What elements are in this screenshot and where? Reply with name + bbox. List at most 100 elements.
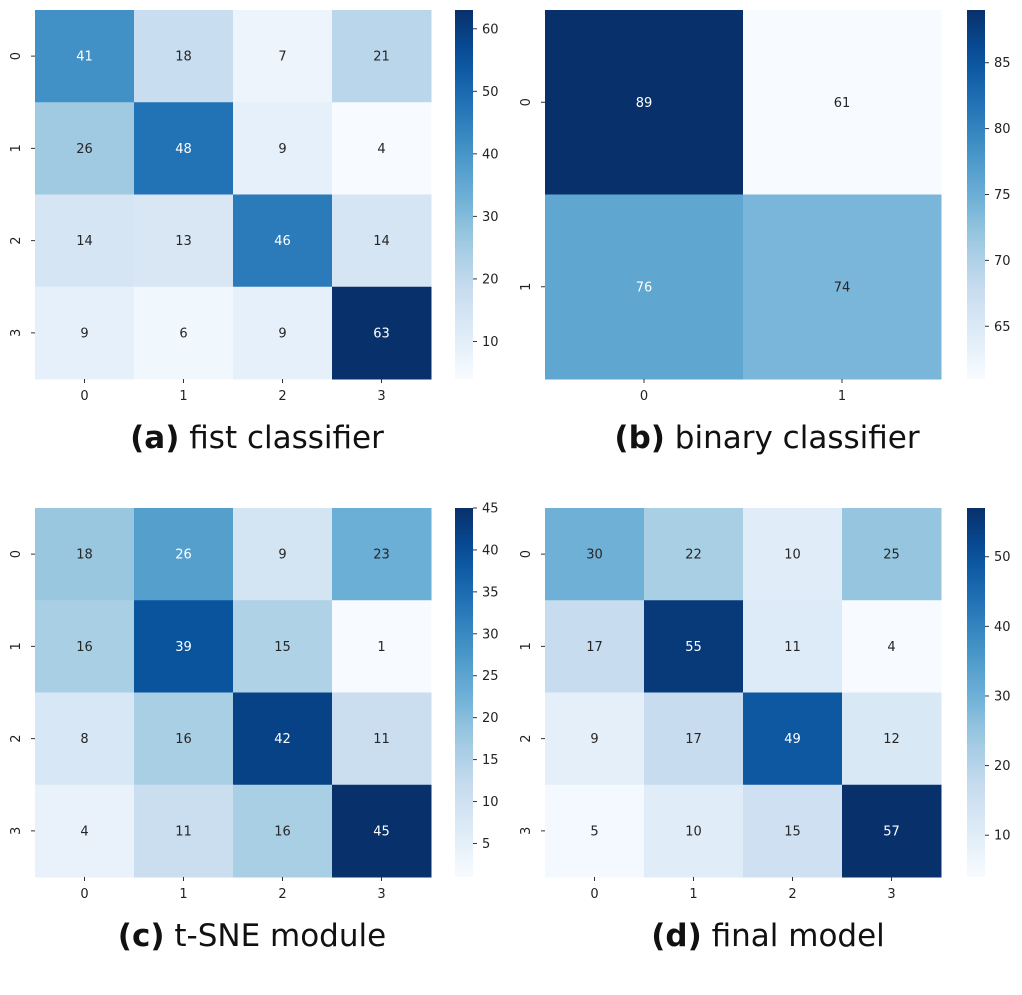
- cell-value-label: 16: [274, 824, 291, 839]
- heatmap-cell: [134, 194, 234, 288]
- cell-value-label: 16: [76, 640, 93, 655]
- colorbar-tick-label: 40: [482, 147, 499, 162]
- heatmap-cell: [35, 10, 135, 103]
- caption-text: final model: [702, 918, 885, 954]
- colorbar-tick-label: 30: [994, 689, 1011, 704]
- cell-value-label: 61: [834, 96, 851, 111]
- cell-value-label: 21: [373, 50, 390, 65]
- caption-text: t-SNE module: [165, 918, 387, 954]
- cell-value-label: 49: [784, 732, 801, 747]
- x-tick-label: 0: [590, 887, 598, 902]
- heatmap-cell: [332, 194, 432, 288]
- caption-letter: (b): [614, 420, 665, 456]
- heatmap-cell: [134, 784, 234, 878]
- cell-value-label: 15: [784, 824, 801, 839]
- heatmap-cell: [134, 102, 234, 195]
- colorbar-tick-label: 10: [482, 335, 499, 350]
- heatmap-cell: [545, 784, 645, 878]
- heatmap-cell: [233, 194, 333, 288]
- cell-value-label: 30: [586, 548, 603, 563]
- x-tick-label: 0: [80, 887, 88, 902]
- cell-value-label: 11: [784, 640, 801, 655]
- heatmap-cell: [842, 508, 942, 601]
- y-tick-label: 2: [9, 236, 24, 244]
- y-tick-label: 3: [519, 827, 534, 835]
- colorbar-tick-label: 30: [482, 210, 499, 225]
- heatmap-cell: [233, 286, 333, 380]
- colorbar-tick-label: 10: [994, 829, 1011, 844]
- heatmap-cell: [332, 102, 432, 195]
- heatmap-cell: [233, 102, 333, 195]
- heatmap-cell: [332, 508, 432, 601]
- colorbar-tick-label: 45: [482, 502, 499, 517]
- cell-value-label: 11: [175, 824, 192, 839]
- cell-value-label: 17: [586, 640, 603, 655]
- heatmap-cell: [332, 692, 432, 786]
- heatmap-cell: [644, 600, 744, 693]
- colorbar-tick-label: 30: [482, 627, 499, 642]
- cell-value-label: 9: [278, 548, 286, 563]
- cell-value-label: 41: [76, 50, 93, 65]
- colorbar-tick-label: 10: [482, 795, 499, 810]
- heatmap-cell: [644, 692, 744, 786]
- colorbar-tick-label: 50: [994, 550, 1011, 565]
- x-tick-label: 2: [788, 887, 796, 902]
- heatmap-cell: [644, 784, 744, 878]
- heatmap-cell: [842, 600, 942, 693]
- heatmap-cell: [545, 508, 645, 601]
- colorbar-tick-label: 75: [994, 188, 1011, 203]
- colorbar: [455, 10, 473, 379]
- cell-value-label: 48: [175, 142, 192, 157]
- heatmap-cell: [743, 600, 843, 693]
- y-tick-label: 3: [9, 329, 24, 337]
- x-tick-label: 1: [179, 887, 187, 902]
- heatmap-cell: [743, 194, 942, 380]
- colorbar-tick-label: 25: [482, 669, 499, 684]
- y-tick-label: 2: [519, 734, 534, 742]
- colorbar-tick-label: 40: [482, 543, 499, 558]
- colorbar-tick-label: 20: [482, 711, 499, 726]
- heatmap-cell: [35, 600, 135, 693]
- x-tick-label: 0: [640, 389, 648, 404]
- y-tick-label: 0: [9, 550, 24, 558]
- heatmap-cell: [233, 600, 333, 693]
- heatmap-cell: [35, 692, 135, 786]
- cell-value-label: 6: [179, 326, 187, 341]
- colorbar-tick-label: 60: [482, 22, 499, 37]
- heatmap-cell: [332, 10, 432, 103]
- colorbar: [455, 508, 473, 877]
- heatmap-cell: [644, 508, 744, 601]
- heatmap-cell: [545, 692, 645, 786]
- cell-value-label: 7: [278, 50, 286, 65]
- cell-value-label: 42: [274, 732, 291, 747]
- heatmap-cell: [35, 194, 135, 288]
- heatmap-cell: [743, 784, 843, 878]
- heatmap-cell: [842, 692, 942, 786]
- panel-caption: (b) binary classifier: [614, 420, 919, 456]
- panel-caption: (c) t-SNE module: [118, 918, 386, 954]
- cell-value-label: 57: [883, 824, 900, 839]
- cell-value-label: 14: [373, 234, 390, 249]
- colorbar-tick-label: 80: [994, 122, 1011, 137]
- caption-letter: (a): [130, 420, 179, 456]
- caption-letter: (d): [651, 918, 702, 954]
- colorbar-tick-label: 70: [994, 254, 1011, 269]
- heatmap-cell: [35, 784, 135, 878]
- heatmap-cell: [35, 286, 135, 380]
- cell-value-label: 15: [274, 640, 291, 655]
- x-tick-label: 1: [838, 389, 846, 404]
- cell-value-label: 63: [373, 326, 390, 341]
- heatmap-cell: [743, 10, 942, 195]
- cell-value-label: 23: [373, 548, 390, 563]
- heatmap-cell: [134, 286, 234, 380]
- caption-text: binary classifier: [665, 420, 920, 456]
- colorbar-tick-label: 50: [482, 85, 499, 100]
- cell-value-label: 10: [784, 548, 801, 563]
- heatmap-cell: [332, 286, 432, 380]
- cell-value-label: 18: [76, 548, 93, 563]
- heatmap-cell: [332, 600, 432, 693]
